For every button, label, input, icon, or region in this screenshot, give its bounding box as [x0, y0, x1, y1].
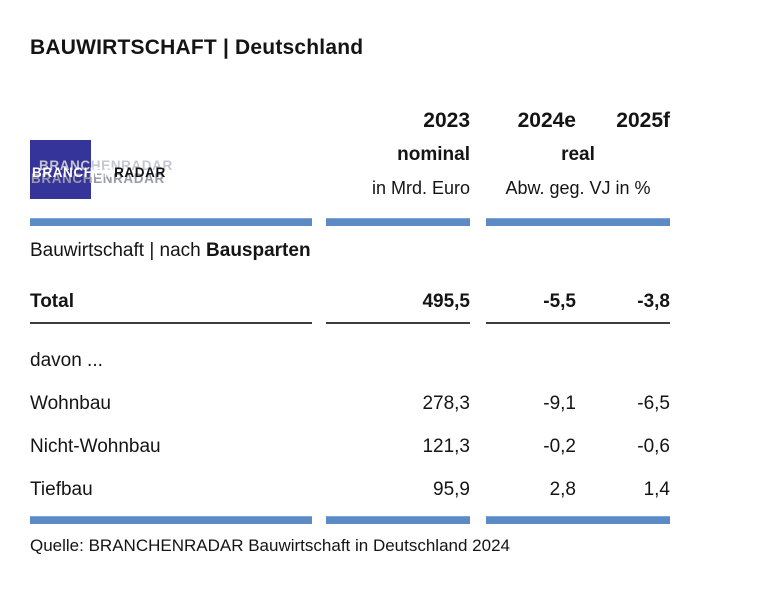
- section-heading-emphasis: Bausparten: [206, 240, 311, 261]
- underline-rule: [326, 322, 470, 324]
- header-units-row: in Mrd. Euro Abw. geg. VJ in %: [30, 178, 670, 199]
- header-year-2025f: 2025f: [616, 109, 670, 132]
- separator-bar: [486, 516, 670, 524]
- value-2025f: 1,4: [643, 479, 670, 500]
- row-label: Tiefbau: [30, 479, 93, 500]
- value-2023: 495,5: [422, 291, 470, 312]
- separator-bar: [486, 218, 670, 226]
- davon-row: davon ...: [30, 350, 670, 372]
- section-heading-row: Bauwirtschaft | nach Bausparten: [30, 240, 670, 262]
- davon-label: davon ...: [30, 350, 103, 371]
- header-unit-mrd-euro: in Mrd. Euro: [371, 178, 470, 198]
- logo-ghost-text: BRANCHENRADAR: [39, 158, 173, 173]
- underline-rule: [30, 322, 312, 324]
- separator-bar: [30, 516, 312, 524]
- table-row-total: Total 495,5 -5,5 -3,8: [30, 291, 670, 313]
- branchenradar-logo: BRANCHENRADAR BRANCHENRADAR BRANCHENRADA…: [30, 140, 180, 202]
- separator-bar: [30, 218, 312, 226]
- source-line: Quelle: BRANCHENRADAR Bauwirtschaft in D…: [30, 536, 510, 555]
- row-label: Nicht-Wohnbau: [30, 436, 161, 457]
- total-underline-rules: [30, 322, 670, 324]
- value-2024e: 2,8: [549, 479, 576, 500]
- logo-ghost-text: BRANCHENRADAR: [31, 171, 165, 186]
- header-year-2024e: 2024e: [517, 109, 576, 132]
- header-year-2023: 2023: [423, 109, 470, 132]
- table-row: Wohnbau 278,3 -9,1 -6,5: [30, 393, 670, 415]
- row-label: Total: [30, 291, 74, 312]
- bottom-separator-bars: [30, 516, 670, 524]
- header-unit-abw-vj: Abw. geg. VJ in %: [505, 178, 651, 198]
- value-2023: 95,9: [433, 479, 470, 500]
- page-title: BAUWIRTSCHAFT | Deutschland: [30, 36, 364, 59]
- value-2025f: -6,5: [637, 393, 670, 414]
- value-2025f: -3,8: [637, 291, 670, 312]
- section-heading: Bauwirtschaft | nach Bausparten: [30, 240, 312, 262]
- logo-text-branchen: BRANCHEN: [32, 165, 115, 180]
- header-scale-real: real: [561, 144, 595, 165]
- underline-rule: [486, 322, 670, 324]
- logo-square: [30, 140, 91, 199]
- value-2024e: -9,1: [543, 393, 576, 414]
- header-scale-nominal: nominal: [397, 144, 470, 165]
- value-2023: 278,3: [422, 393, 470, 414]
- value-2023: 121,3: [422, 436, 470, 457]
- value-2024e: -5,5: [543, 291, 576, 312]
- value-2024e: -0,2: [543, 436, 576, 457]
- header-years-row: 2023 2024e 2025f: [30, 109, 670, 133]
- separator-bar: [326, 218, 470, 226]
- header-scale-row: nominal real: [30, 144, 670, 166]
- separator-bar: [326, 516, 470, 524]
- table-row: Nicht-Wohnbau 121,3 -0,2 -0,6: [30, 436, 670, 458]
- top-separator-bars: [30, 218, 670, 226]
- table-row: Tiefbau 95,9 2,8 1,4: [30, 479, 670, 501]
- row-label: Wohnbau: [30, 393, 111, 414]
- logo-text-radar: RADAR: [114, 165, 166, 180]
- section-heading-prefix: Bauwirtschaft | nach: [30, 240, 207, 261]
- logo-wordmark: BRANCHENRADAR: [32, 165, 166, 180]
- value-2025f: -0,6: [637, 436, 670, 457]
